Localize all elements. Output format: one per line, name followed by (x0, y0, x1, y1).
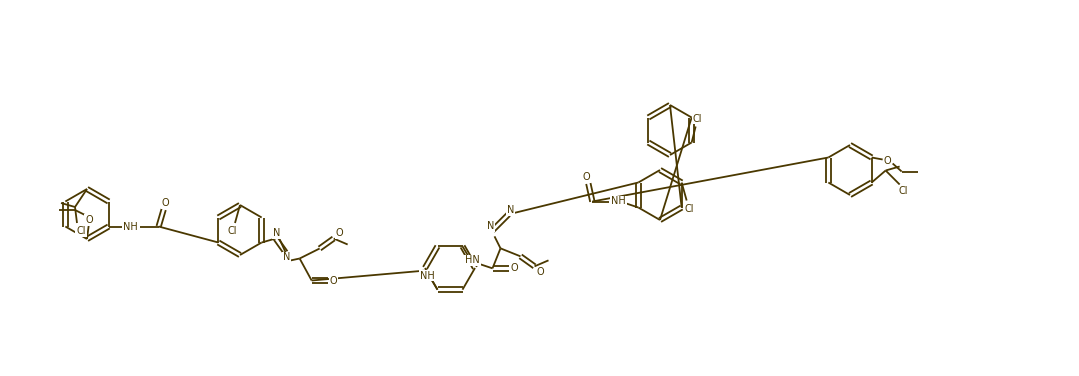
Text: O: O (336, 229, 343, 238)
Text: NH: NH (420, 271, 435, 280)
Text: O: O (536, 267, 544, 277)
Text: NH: NH (123, 221, 138, 232)
Text: Cl: Cl (685, 203, 695, 214)
Text: O: O (162, 199, 169, 209)
Text: N: N (283, 253, 290, 262)
Text: O: O (330, 276, 338, 285)
Text: Cl: Cl (228, 226, 236, 236)
Text: NH: NH (611, 197, 626, 206)
Text: O: O (884, 156, 891, 167)
Text: O: O (583, 173, 590, 182)
Text: O: O (510, 263, 518, 273)
Text: Cl: Cl (899, 185, 909, 196)
Text: N: N (507, 205, 515, 215)
Text: N: N (487, 221, 494, 231)
Text: O: O (85, 215, 93, 225)
Text: Cl: Cl (77, 226, 85, 236)
Text: HN: HN (465, 255, 480, 265)
Text: Cl: Cl (693, 114, 702, 123)
Text: N: N (273, 229, 281, 238)
